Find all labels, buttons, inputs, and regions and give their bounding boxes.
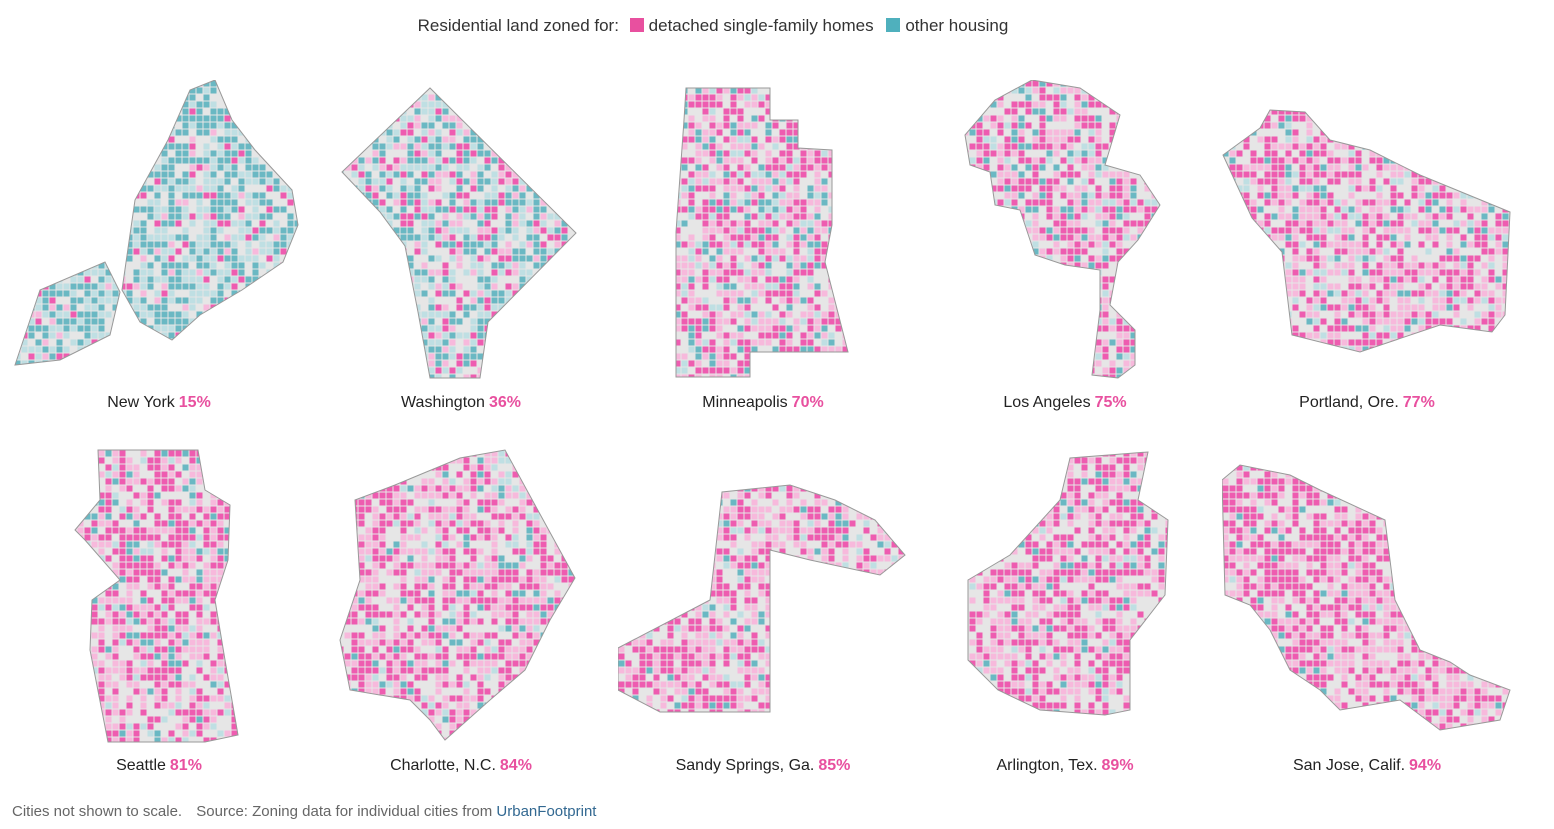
legend-label-single-family: detached single-family homes <box>648 16 874 35</box>
city-name: Los Angeles <box>1003 394 1091 411</box>
scale-note: Cities not shown to scale. <box>12 803 183 820</box>
city-percent: 84% <box>499 757 532 774</box>
city-panel-washington: Washington 36% <box>310 70 612 433</box>
city-percent: 75% <box>1094 394 1127 411</box>
city-panel-portland: Portland, Ore. 77% <box>1216 70 1518 433</box>
city-map-minneapolis <box>675 87 849 378</box>
city-map-arlington <box>967 451 1169 716</box>
city-map-grid: New York 15% Washington 36% Minneapolis 70%… <box>8 70 1518 796</box>
city-percent: 36% <box>488 394 521 411</box>
city-name: Arlington, Tex. <box>996 757 1098 774</box>
legend-item-single-family: detached single-family homes <box>629 16 879 35</box>
city-panel-seattle: Seattle 81% <box>8 433 310 796</box>
city-map-sandy-springs <box>618 484 906 713</box>
city-outline <box>964 80 1161 379</box>
city-map-new-york <box>14 80 299 366</box>
zoning-blocks <box>1223 110 1510 352</box>
city-outline <box>74 449 239 743</box>
city-map-seattle <box>74 449 239 743</box>
city-caption: Washington 36% <box>310 394 612 412</box>
city-outline <box>967 451 1169 716</box>
zoning-blocks <box>1222 465 1510 730</box>
city-percent: 85% <box>818 757 851 774</box>
city-caption: Charlotte, N.C. 84% <box>310 757 612 775</box>
city-name: San Jose, Calif. <box>1292 757 1406 774</box>
city-panel-sandy-springs: Sandy Springs, Ga. 85% <box>612 433 914 796</box>
city-map-portland <box>1222 109 1511 353</box>
city-caption: Portland, Ore. 77% <box>1216 394 1518 412</box>
city-caption: Arlington, Tex. 89% <box>914 757 1216 775</box>
city-caption: Sandy Springs, Ga. 85% <box>612 757 914 775</box>
city-name: Washington <box>401 394 485 411</box>
city-name: Seattle <box>116 757 166 774</box>
city-name: New York <box>107 394 175 411</box>
city-outline <box>618 484 906 713</box>
footer: Cities not shown to scale. Source: Zonin… <box>12 803 596 820</box>
city-outline <box>341 87 577 379</box>
legend-swatch-other-housing <box>886 18 901 32</box>
legend-item-other-housing: other housing <box>886 16 1008 35</box>
city-caption: Los Angeles 75% <box>914 394 1216 412</box>
legend-lead: Residential land zoned for: <box>417 16 619 35</box>
city-percent: 94% <box>1409 757 1442 774</box>
city-map-san-jose <box>1222 464 1511 731</box>
city-panel-los-angeles: Los Angeles 75% <box>914 70 1216 433</box>
zoning-blocks <box>15 80 298 365</box>
city-panel-san-jose: San Jose, Calif. 94% <box>1216 433 1518 796</box>
city-caption: Seattle 81% <box>8 757 310 775</box>
legend-label-other-housing: other housing <box>905 16 1009 35</box>
city-panel-new-york: New York 15% <box>8 70 310 433</box>
city-percent: 77% <box>1402 394 1435 411</box>
city-name: Portland, Ore. <box>1299 394 1399 411</box>
city-map-charlotte <box>339 449 576 741</box>
source-text: Source: Zoning data for individual citie… <box>196 803 493 820</box>
city-panel-minneapolis: Minneapolis 70% <box>612 70 914 433</box>
city-map-los-angeles <box>964 80 1161 379</box>
city-panel-arlington: Arlington, Tex. 89% <box>914 433 1216 796</box>
city-outline <box>339 449 576 741</box>
legend-swatch-single-family <box>629 18 644 32</box>
city-outline <box>1222 464 1511 731</box>
city-outline <box>675 87 849 378</box>
city-outline <box>14 80 299 366</box>
city-percent: 81% <box>169 757 202 774</box>
city-caption: Minneapolis 70% <box>612 394 914 412</box>
city-percent: 15% <box>178 394 211 411</box>
zoning-blocks <box>342 88 576 378</box>
city-name: Minneapolis <box>702 394 788 411</box>
city-name: Charlotte, N.C. <box>390 757 496 774</box>
city-caption: San Jose, Calif. 94% <box>1216 757 1518 775</box>
city-outline <box>1222 109 1511 353</box>
city-caption: New York 15% <box>8 394 310 412</box>
city-panel-charlotte: Charlotte, N.C. 84% <box>310 433 612 796</box>
legend: Residential land zoned for: detached sin… <box>0 16 1434 36</box>
city-percent: 89% <box>1101 757 1134 774</box>
city-map-washington <box>341 87 577 379</box>
source-link[interactable]: UrbanFootprint <box>496 803 597 820</box>
city-percent: 70% <box>791 394 824 411</box>
city-name: Sandy Springs, Ga. <box>675 757 815 774</box>
